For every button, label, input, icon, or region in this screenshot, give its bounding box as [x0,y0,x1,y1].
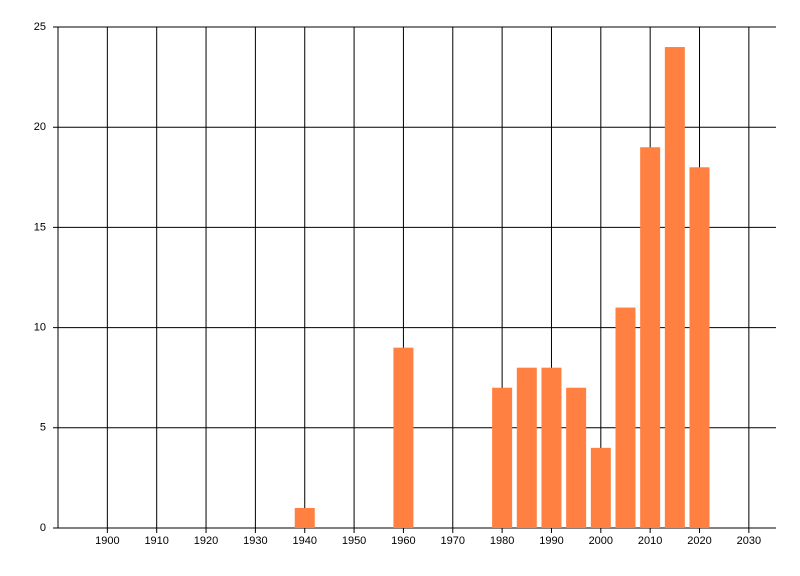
x-tick-label: 2030 [737,535,761,547]
y-tick-label: 10 [34,322,46,334]
x-tick-label: 1930 [243,535,267,547]
x-tick-label: 1940 [292,535,316,547]
x-tick-label: 1960 [391,535,415,547]
bar [566,387,587,528]
y-tick-label: 25 [34,21,46,33]
bar [393,347,414,528]
x-tick-label: 2010 [638,535,662,547]
y-tick-label: 20 [34,121,46,133]
y-tick-label: 15 [34,221,46,233]
bar [294,507,315,528]
bar [615,307,636,528]
x-tick-label: 2000 [589,535,613,547]
x-tick-label: 1900 [95,535,119,547]
x-tick-label: 1990 [539,535,563,547]
x-tick-label: 1950 [342,535,366,547]
x-tick-label: 1910 [144,535,168,547]
bar [516,367,537,528]
y-tick-label: 5 [40,422,46,434]
y-tick-label: 0 [40,522,46,534]
bar [689,167,710,528]
x-tick-label: 2020 [687,535,711,547]
x-tick-label: 1920 [194,535,218,547]
bar [664,47,685,528]
bar [541,367,562,528]
bar [492,387,513,528]
bar [640,147,661,529]
x-tick-label: 1970 [441,535,465,547]
x-tick-label: 1980 [490,535,514,547]
bar [590,447,611,528]
